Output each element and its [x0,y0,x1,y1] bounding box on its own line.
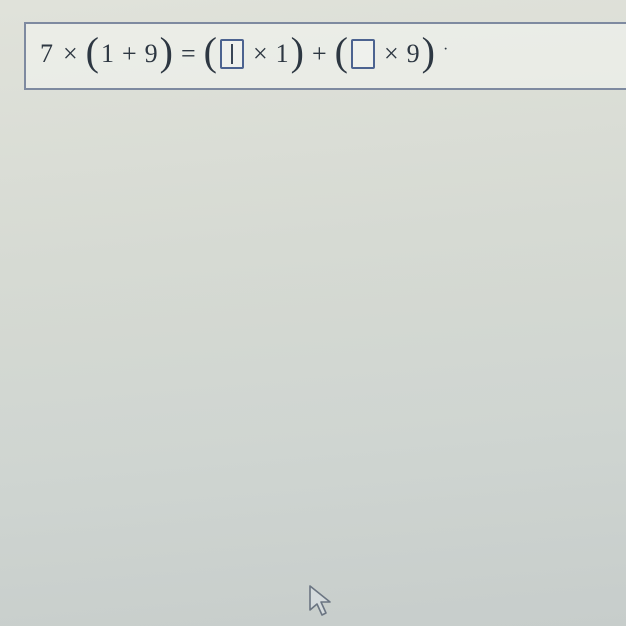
coefficient: 7 [40,41,55,67]
trailing-dot: · [437,42,448,58]
addend-a: 1 [101,41,114,67]
multiply-op-3: × [378,41,405,67]
left-paren-2: ( [204,32,217,72]
answer-input-1[interactable] [220,39,244,69]
multiply-op-2: × [247,41,274,67]
equation-container: 7 × ( 1 + 9 ) = ( × 1 ) + ( × 9 ) · [24,22,626,90]
answer-input-2[interactable] [351,39,375,69]
plus-op: + [116,41,143,67]
equals-op: = [175,41,202,67]
right-paren: ) [160,32,173,72]
multiplicand-1: 1 [276,41,289,67]
plus-op-2: + [306,41,333,67]
left-paren: ( [86,32,99,72]
right-paren-3: ) [422,32,435,72]
multiply-op: × [57,41,84,67]
left-paren-3: ( [335,32,348,72]
multiplicand-2: 9 [407,41,420,67]
right-paren-2: ) [291,32,304,72]
mouse-cursor-icon [308,584,334,618]
addend-b: 9 [145,41,158,67]
